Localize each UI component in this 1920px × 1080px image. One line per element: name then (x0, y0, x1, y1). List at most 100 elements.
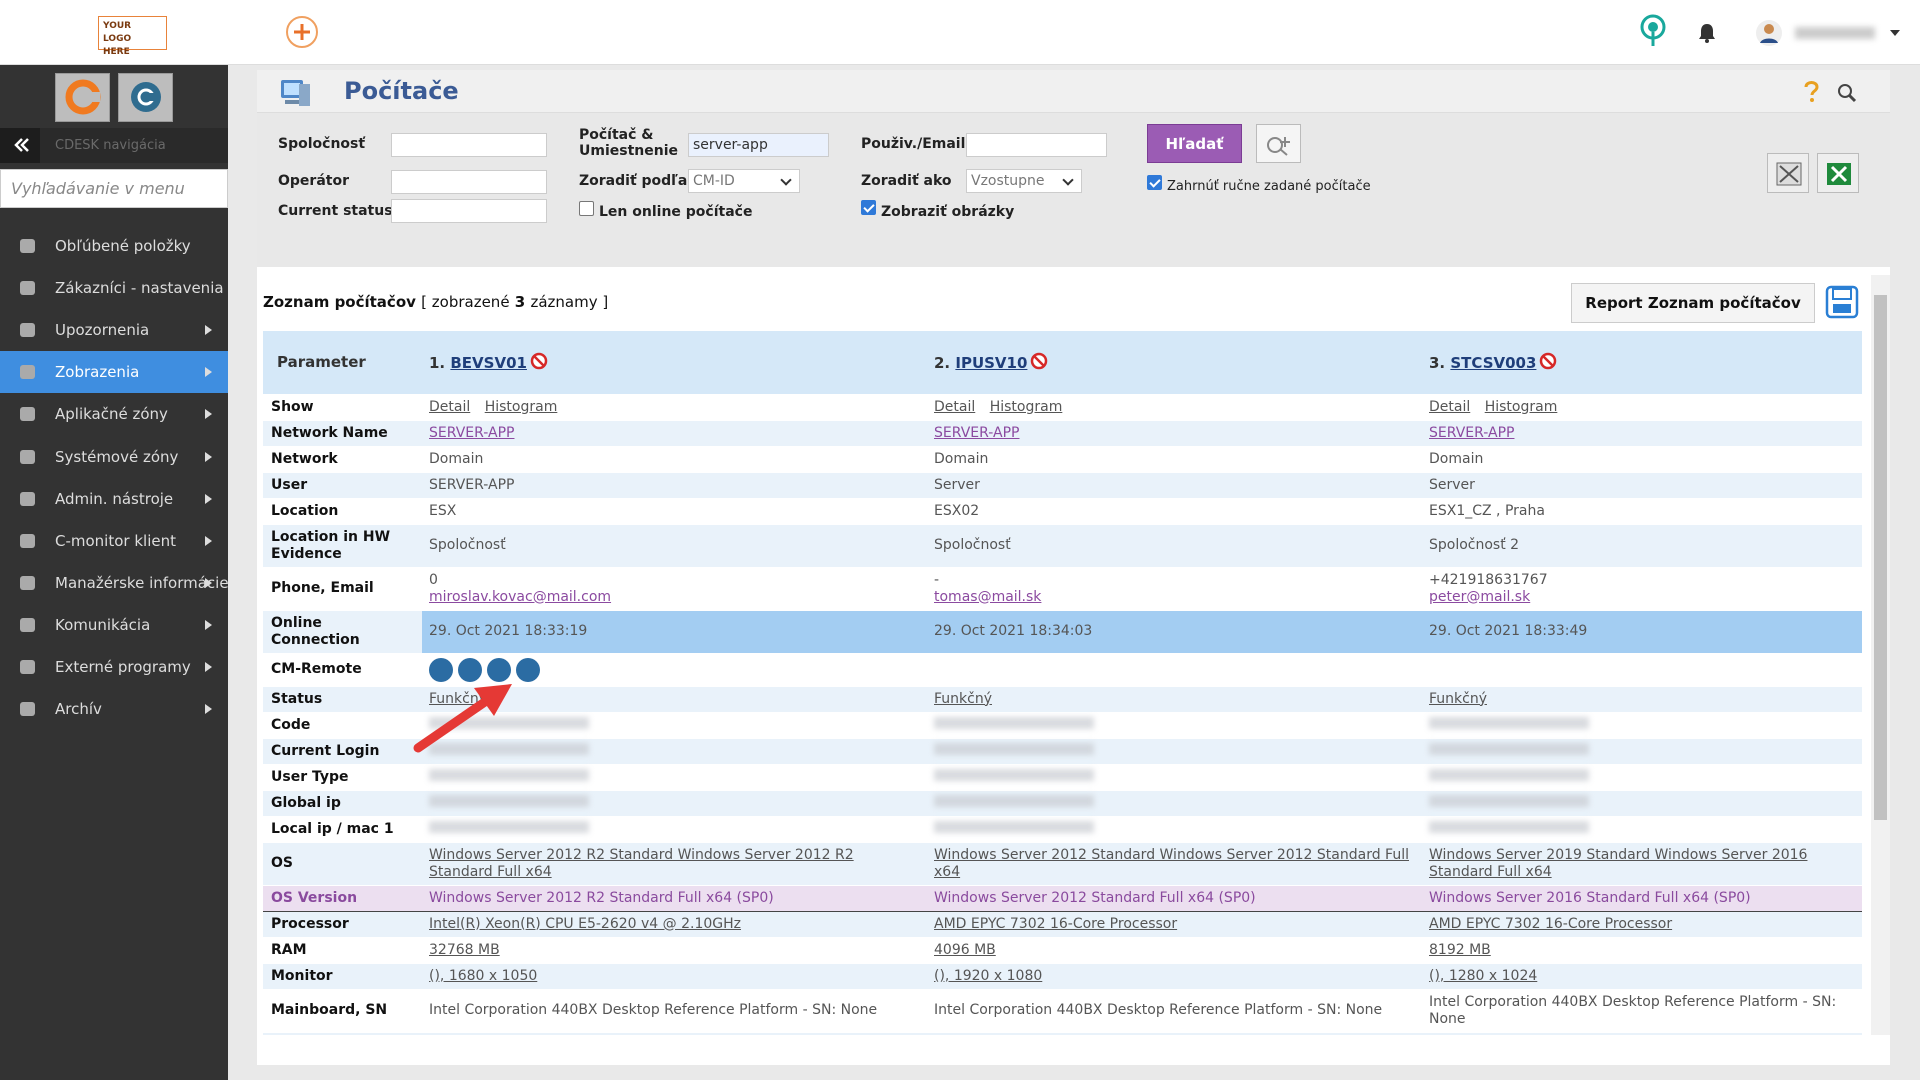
row-label: Network Name (263, 420, 422, 447)
computer-header: 2. IPUSV10 (927, 331, 1422, 395)
scrollbar-thumb[interactable] (1874, 295, 1887, 820)
remote-icon[interactable] (458, 657, 482, 682)
menu-item[interactable]: Archív (0, 688, 228, 730)
cell-link[interactable]: Windows Server 2019 Standard Windows Ser… (1429, 846, 1808, 880)
cell-link[interactable]: AMD EPYC 7302 16-Core Processor (934, 915, 1178, 932)
menu-item[interactable]: Obľúbené položky (0, 225, 228, 267)
advanced-search-button[interactable] (1256, 124, 1301, 163)
menu-item[interactable]: Admin. nástroje (0, 478, 228, 520)
menu-item[interactable]: Zobrazenia (0, 351, 228, 394)
cell-link[interactable]: Detail (1429, 398, 1471, 415)
filter-input[interactable] (966, 133, 1107, 157)
computer-link[interactable]: STCSV003 (1450, 354, 1537, 373)
menu-item[interactable]: Aplikačné zóny (0, 393, 228, 435)
offline-icon (530, 353, 548, 370)
menu-label: Aplikačné zóny (55, 405, 168, 424)
remote-icon[interactable] (516, 657, 540, 682)
cell-link[interactable]: (), 1280 x 1024 (1429, 967, 1538, 984)
email-link[interactable]: miroslav.kovac@mail.com (429, 588, 612, 605)
filter-input[interactable] (391, 133, 547, 157)
menu-icon (20, 281, 35, 296)
blurred-value (1429, 820, 1589, 833)
cell-link[interactable]: Funkčný (934, 690, 992, 707)
logo[interactable]: YOUR LOGO HERE (98, 16, 167, 57)
menu-item[interactable]: Upozornenia (0, 309, 228, 351)
help-icon[interactable] (1803, 81, 1819, 103)
checkbox[interactable] (861, 200, 876, 215)
computers-table: Parameter 1. BEVSV01 2. IPUSV10 3. STCSV003… (263, 331, 1862, 1035)
cell-link[interactable]: Funkčný (429, 690, 487, 707)
excel-button[interactable] (1817, 153, 1859, 193)
value-cell: AMD EPYC 7302 16-Core Processor (1422, 911, 1862, 938)
table-row: Mainboard, SN Intel Corporation 440BX Des… (263, 989, 1862, 1033)
cell-link[interactable]: SERVER-APP (429, 424, 515, 441)
value-cell: ESX (422, 498, 927, 525)
dropdown-caret[interactable] (1890, 30, 1900, 38)
avatar[interactable] (1755, 19, 1783, 47)
cell-link[interactable]: Detail (934, 398, 976, 415)
computer-link[interactable]: BEVSV01 (450, 354, 527, 373)
export-button[interactable] (1767, 153, 1809, 193)
search-button[interactable]: Hľadať (1147, 124, 1242, 163)
remote-icon[interactable] (429, 657, 453, 682)
bell-icon[interactable] (1697, 22, 1717, 44)
app-button[interactable] (118, 73, 173, 122)
menu-item[interactable]: Systémové zóny (0, 436, 228, 478)
cell-link[interactable]: Histogram (1484, 398, 1558, 415)
cell-link[interactable]: Intel(R) Xeon(R) CPU E5-2620 v4 @ 2.10GH… (429, 915, 741, 932)
blurred-cell (422, 738, 927, 765)
add-button[interactable] (284, 14, 320, 50)
menu-item[interactable]: Komunikácia (0, 604, 228, 646)
filter-label: Spoločnosť (278, 136, 366, 152)
value-cell: Spoločnosť (927, 524, 1422, 568)
cell-link[interactable]: AMD EPYC 7302 16-Core Processor (1429, 915, 1673, 932)
blurred-value (934, 716, 1094, 729)
remote-icon[interactable] (487, 657, 511, 682)
filter-input[interactable] (391, 170, 547, 194)
menu-item[interactable]: Externé programy (0, 646, 228, 688)
cell-link[interactable]: (), 1920 x 1080 (934, 967, 1043, 984)
menu-item[interactable]: C-monitor klient (0, 520, 228, 562)
status-icon[interactable] (1638, 14, 1668, 48)
value-cell: AMD EPYC 7302 16-Core Processor (927, 911, 1422, 938)
cell-link[interactable]: Histogram (989, 398, 1063, 415)
menu-item[interactable]: Manažérske informácie (0, 562, 229, 604)
filter-input[interactable]: server-app (688, 133, 829, 157)
checkbox[interactable] (579, 201, 594, 216)
menu-search[interactable]: Vyhľadávanie v menu (0, 169, 228, 208)
cell-link[interactable]: Funkčný (1429, 690, 1487, 707)
value-cell: ESX02 (927, 498, 1422, 525)
cell-link[interactable]: SERVER-APP (934, 424, 1020, 441)
cell-link[interactable]: 8192 MB (1429, 941, 1491, 958)
menu-icon (20, 407, 35, 422)
checkbox[interactable] (1147, 175, 1162, 190)
report-button[interactable]: Report Zoznam počítačov (1571, 283, 1815, 323)
filter-select[interactable]: Vzostupne (966, 169, 1082, 193)
cell-link[interactable]: Windows Server 2012 Standard Windows Ser… (934, 846, 1409, 880)
search-icon[interactable] (1837, 83, 1857, 103)
menu-icon (20, 575, 35, 590)
cell-link[interactable]: Histogram (484, 398, 558, 415)
save-icon[interactable] (1825, 285, 1859, 319)
email-link[interactable]: tomas@mail.sk (934, 588, 1042, 605)
menu-item[interactable]: Zákazníci - nastavenia (0, 267, 228, 309)
cell-text: SERVER-APP (429, 476, 515, 493)
collapse-button[interactable] (0, 128, 40, 163)
remote-icons (422, 653, 927, 687)
cell-link[interactable]: SERVER-APP (1429, 424, 1515, 441)
cell-link[interactable]: Windows Server 2012 R2 Standard Windows … (429, 846, 854, 880)
cell-link[interactable]: 32768 MB (429, 941, 500, 958)
filter-input[interactable] (391, 199, 547, 223)
table-row: Location ESX ESX02 ESX1_CZ , Praha (263, 498, 1862, 525)
filter-select[interactable]: CM-ID (688, 169, 800, 193)
value-cell: Server (927, 472, 1422, 499)
scrollbar[interactable] (1871, 275, 1890, 1035)
email-link[interactable]: peter@mail.sk (1429, 588, 1531, 605)
title-bar: Počítače (257, 70, 1890, 113)
cell-link[interactable]: 4096 MB (934, 941, 996, 958)
app-button[interactable] (55, 73, 110, 122)
submenu-arrow (205, 535, 212, 546)
computer-link[interactable]: IPUSV10 (955, 354, 1028, 373)
cell-link[interactable]: (), 1680 x 1050 (429, 967, 538, 984)
cell-link[interactable]: Detail (429, 398, 471, 415)
